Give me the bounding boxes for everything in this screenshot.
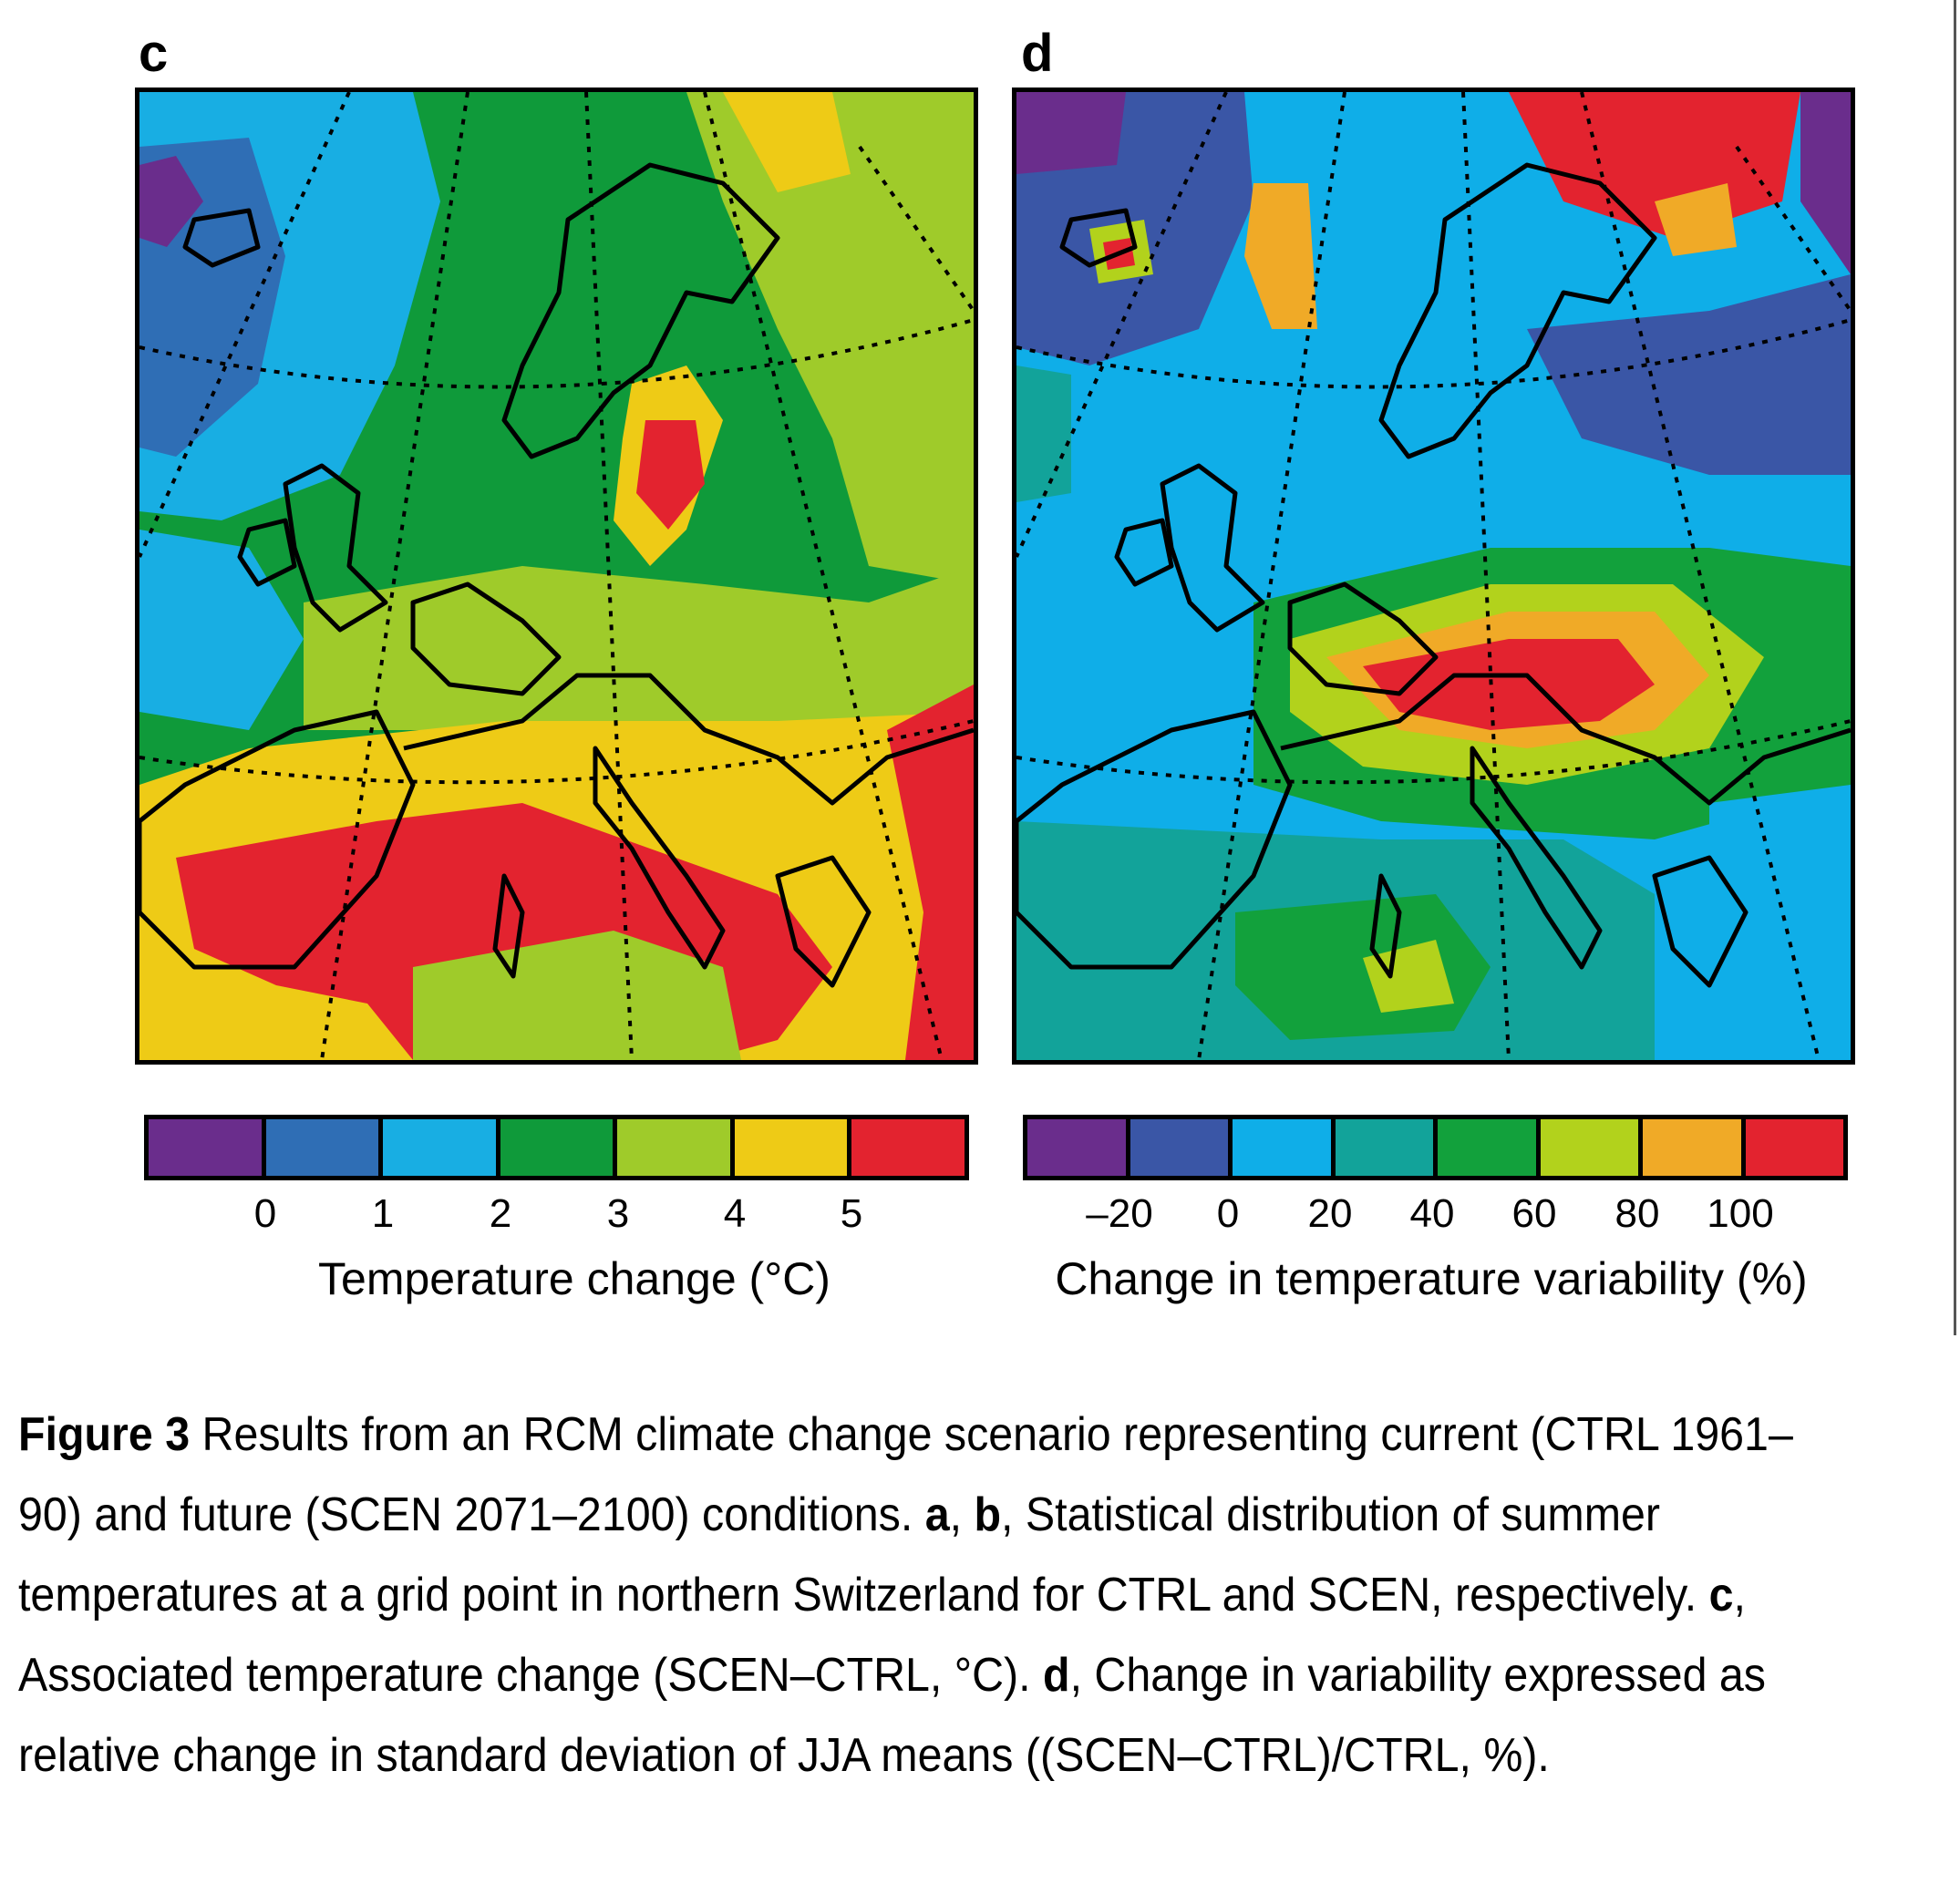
caption-ref-d: d: [1043, 1649, 1070, 1702]
colorbar-swatch: [383, 1119, 500, 1176]
colorbar-label-temperature: Temperature change (°C): [318, 1253, 830, 1304]
colorbar-tick: 0: [253, 1191, 277, 1236]
caption-ref-b: b: [974, 1488, 1002, 1541]
figure-caption: Figure 3 Results from an RCM climate cha…: [18, 1395, 1799, 1796]
caption-text: , Associated temperature change (SCEN–CT…: [18, 1569, 1746, 1702]
colorbar-swatch: [1233, 1119, 1336, 1176]
panel-label-d: d: [1021, 24, 1054, 83]
colorbar-temperature: [144, 1115, 969, 1180]
colorbar-tick: 20: [1307, 1191, 1353, 1236]
variability-change-field: [1016, 92, 1851, 1060]
caption-text: , Statistical distribution of summer tem…: [18, 1488, 1709, 1621]
colorbar-swatch: [1643, 1119, 1746, 1176]
figure-label: Figure 3: [18, 1408, 191, 1461]
colorbar-tick: 100: [1707, 1191, 1774, 1236]
page-edge-rule: [1954, 0, 1956, 1335]
colorbar-swatch: [500, 1119, 618, 1176]
map-variability-change: [1012, 88, 1855, 1065]
colorbar-swatch: [1027, 1119, 1130, 1176]
colorbar-swatch: [265, 1119, 384, 1176]
colorbar-tick: 80: [1614, 1191, 1660, 1236]
colorbar-tick: 3: [606, 1191, 630, 1236]
colorbar-tick: 40: [1409, 1191, 1455, 1236]
colorbar-label-variability: Change in temperature variability (%): [1055, 1253, 1808, 1304]
temperature-change-field: [139, 92, 974, 1060]
caption-ref-c: c: [1708, 1569, 1734, 1621]
colorbar-tick: 1: [371, 1191, 395, 1236]
colorbar-variability: [1023, 1115, 1848, 1180]
colorbar-tick: 2: [489, 1191, 512, 1236]
colorbar-swatch: [1540, 1119, 1643, 1176]
colorbar-swatch: [1745, 1119, 1843, 1176]
panel-label-c: c: [139, 24, 169, 83]
caption-ref-a: a: [924, 1488, 950, 1541]
caption-text: , Change in variability expressed as rel…: [18, 1649, 1766, 1782]
map-temperature-change: [135, 88, 978, 1065]
colorbar-tick: 4: [723, 1191, 747, 1236]
colorbar-tick: 60: [1511, 1191, 1557, 1236]
colorbar-tick: –20: [1086, 1191, 1153, 1236]
caption-text: Results from an RCM climate change scena…: [18, 1408, 1793, 1541]
colorbar-tick: 5: [840, 1191, 863, 1236]
colorbar-swatch: [1335, 1119, 1438, 1176]
colorbar-swatch: [149, 1119, 266, 1176]
caption-text: ,: [949, 1488, 975, 1541]
colorbar-tick: 0: [1216, 1191, 1240, 1236]
colorbar-swatch: [617, 1119, 735, 1176]
colorbar-swatch: [1438, 1119, 1541, 1176]
colorbar-swatch: [1130, 1119, 1233, 1176]
colorbar-swatch: [851, 1119, 965, 1176]
colorbar-swatch: [734, 1119, 852, 1176]
